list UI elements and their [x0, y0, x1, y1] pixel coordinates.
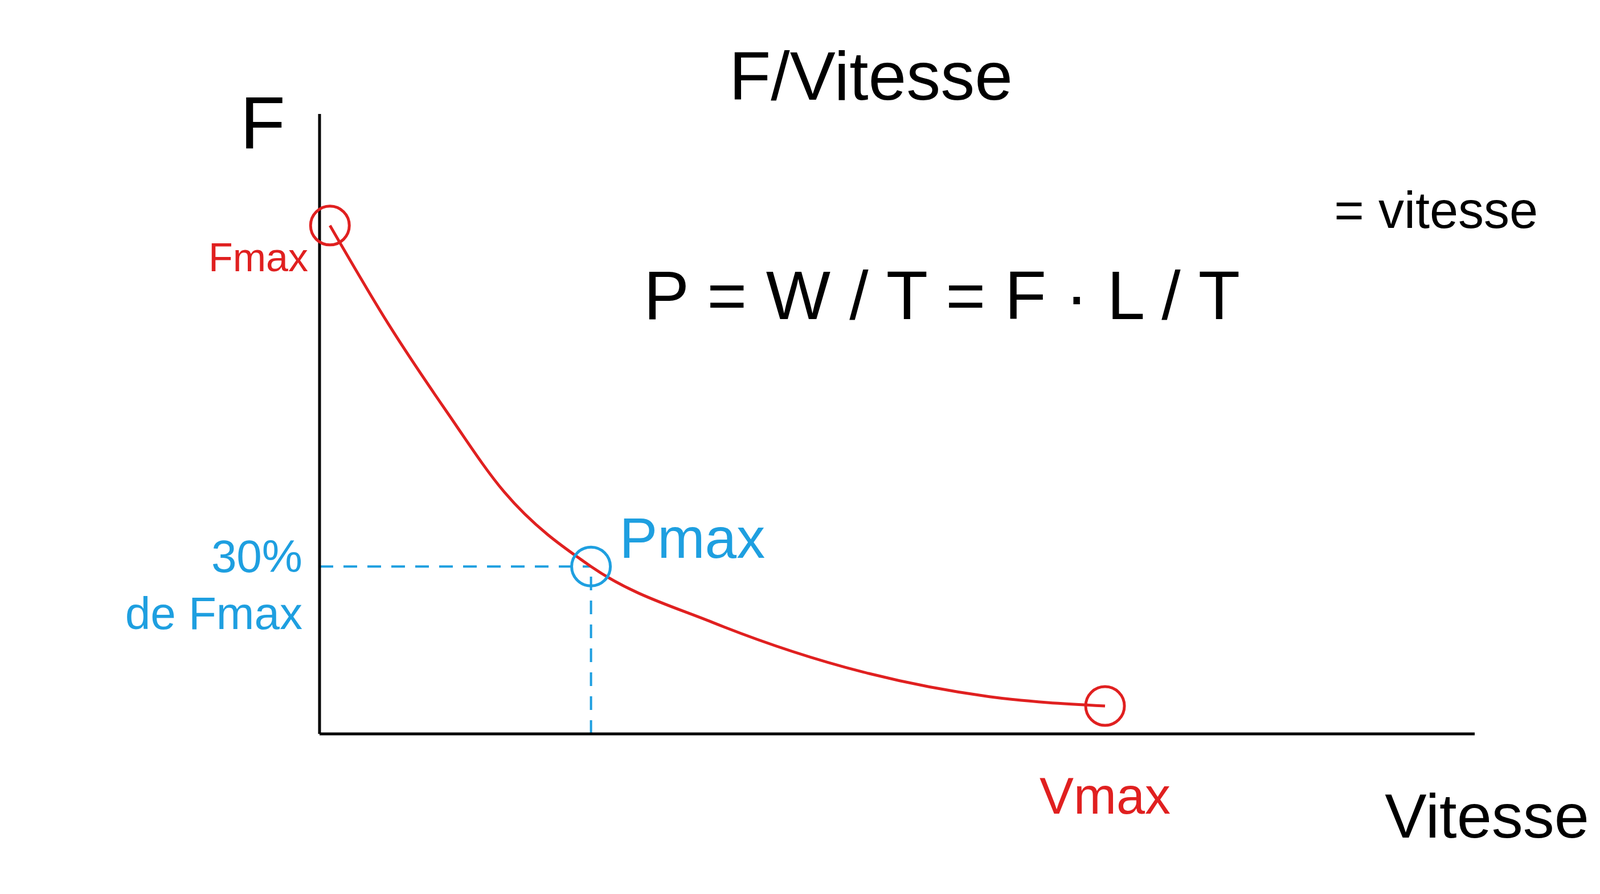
- svg-text:F: F: [240, 80, 286, 165]
- svg-text:Vmax: Vmax: [1039, 767, 1171, 825]
- svg-text:Pmax: Pmax: [619, 505, 766, 570]
- svg-text:P = W / T = F · L / T: P = W / T = F · L / T: [643, 256, 1241, 334]
- svg-text:Vitesse: Vitesse: [1384, 780, 1590, 851]
- svg-text:30%: 30%: [211, 530, 303, 582]
- svg-text:Fmax: Fmax: [208, 235, 309, 280]
- svg-text:de Fmax: de Fmax: [125, 587, 303, 639]
- svg-text:F/Vitesse: F/Vitesse: [729, 37, 1013, 114]
- svg-text:= vitesse: = vitesse: [1333, 181, 1538, 239]
